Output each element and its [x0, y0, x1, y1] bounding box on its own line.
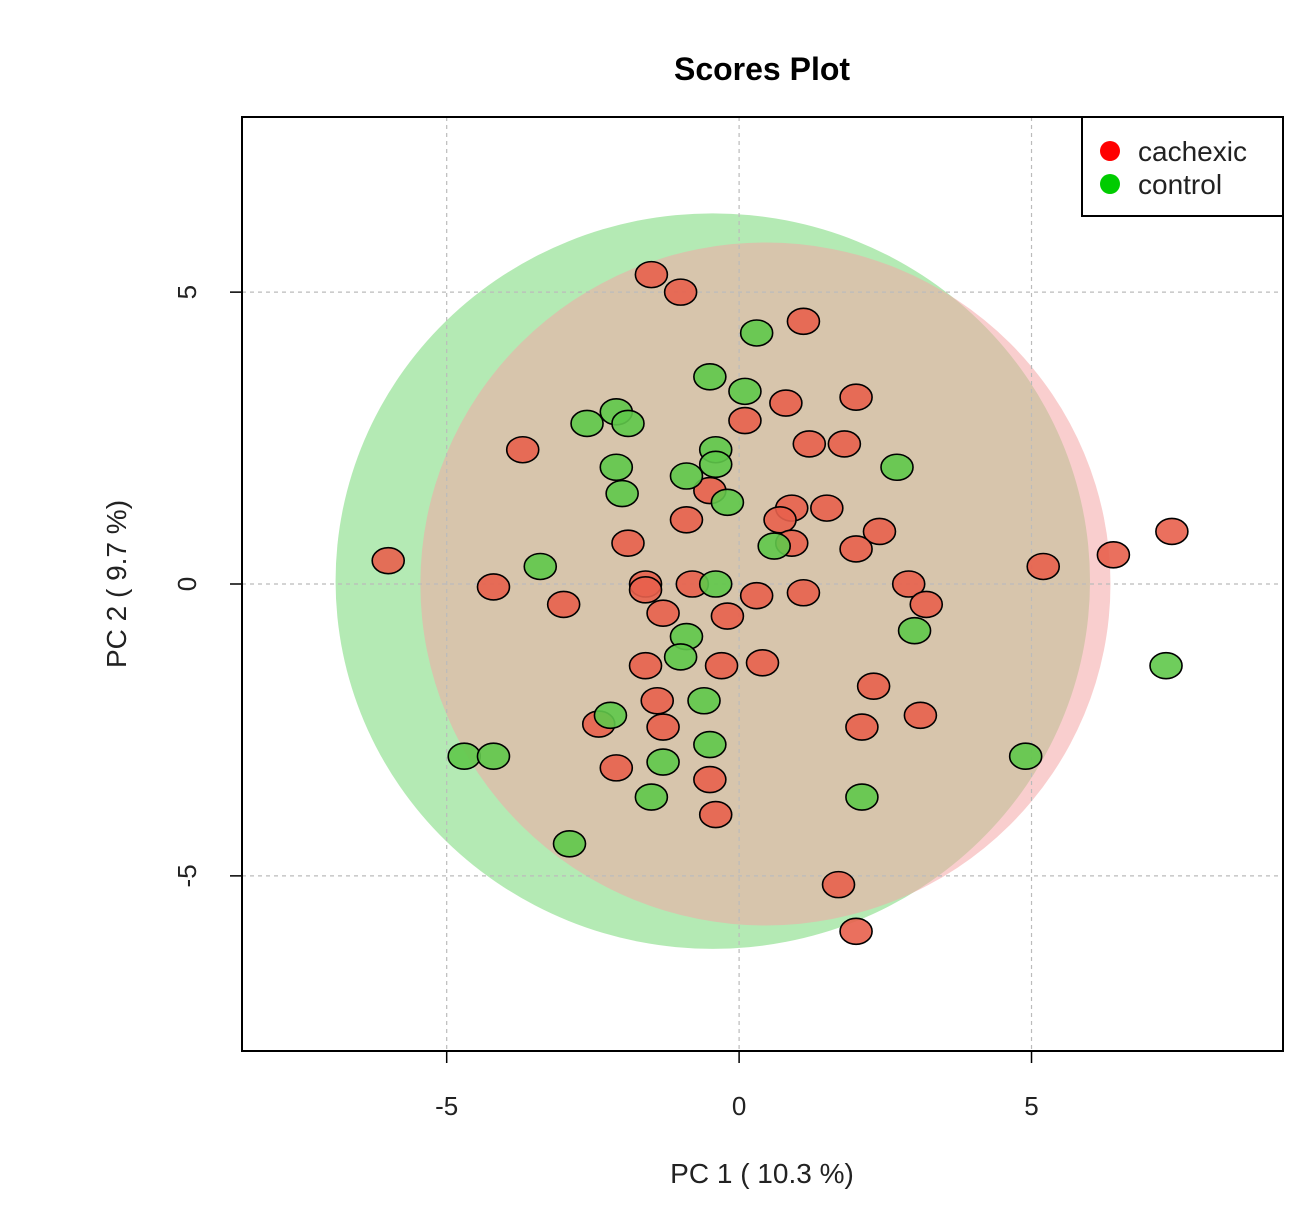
y-axis-label: PC 2 ( 9.7 %) [101, 500, 132, 668]
point-control [728, 377, 762, 406]
point-cachexic [862, 517, 897, 546]
point-cachexic [763, 505, 797, 534]
point-cachexic [640, 686, 675, 715]
point-cachexic [505, 435, 540, 464]
point-cachexic [810, 494, 844, 522]
point-control [693, 362, 727, 391]
point-control [570, 409, 604, 438]
point-control [634, 783, 669, 811]
point-cachexic [839, 383, 873, 412]
y-tick-label: -5 [172, 864, 202, 887]
point-cachexic [599, 754, 634, 782]
point-control [611, 409, 645, 438]
point-cachexic [1026, 552, 1061, 581]
point-cachexic [646, 599, 680, 627]
point-control [669, 462, 704, 490]
point-cachexic [827, 430, 862, 458]
point-control [897, 616, 932, 645]
point-cachexic [728, 406, 762, 435]
point-control [599, 453, 634, 482]
point-cachexic [792, 430, 827, 458]
y-tick-label: 5 [172, 285, 202, 299]
point-cachexic [628, 651, 663, 680]
point-cachexic [704, 651, 739, 680]
point-cachexic [769, 389, 803, 417]
point-control [845, 783, 879, 811]
point-cachexic [476, 573, 511, 601]
point-control [646, 748, 680, 776]
point-cachexic [710, 602, 745, 630]
legend: cachexic control [1081, 116, 1284, 217]
point-control [523, 552, 558, 581]
point-cachexic [698, 800, 733, 829]
grid-lines [242, 117, 1283, 1051]
point-control [605, 479, 639, 508]
legend-label-cachexic: cachexic [1138, 136, 1247, 167]
axis-ticks: -5 0 5 -5 0 5 [172, 285, 1039, 1121]
point-cachexic [1155, 517, 1189, 546]
point-control [687, 686, 721, 715]
point-control [693, 730, 727, 759]
point-cachexic [845, 713, 879, 741]
point-cachexic [909, 590, 944, 619]
data-points [371, 260, 1189, 946]
point-control [552, 829, 587, 858]
y-tick-label: 0 [172, 577, 202, 591]
point-cachexic [745, 649, 780, 677]
point-cachexic [1096, 541, 1131, 569]
point-control [757, 532, 791, 560]
point-control [1149, 651, 1183, 680]
x-tick-label: 0 [732, 1091, 746, 1121]
x-tick-label: 5 [1024, 1091, 1038, 1121]
point-control [739, 319, 774, 347]
point-control [880, 453, 914, 482]
point-cachexic [611, 529, 645, 557]
point-cachexic [839, 535, 873, 563]
point-cachexic [663, 278, 698, 306]
point-control [593, 701, 628, 730]
point-cachexic [786, 578, 821, 607]
point-cachexic [634, 260, 669, 289]
legend-marker-control [1100, 174, 1120, 194]
point-cachexic [839, 917, 873, 946]
point-control [710, 488, 745, 517]
point-control [698, 570, 733, 598]
point-cachexic [628, 576, 663, 604]
x-tick-label: -5 [435, 1091, 458, 1121]
chart-title: Scores Plot [674, 51, 850, 87]
point-control [698, 450, 733, 479]
point-cachexic [891, 570, 926, 598]
point-control [447, 742, 482, 771]
point-cachexic [903, 701, 938, 730]
legend-marker-cachexic [1100, 141, 1120, 161]
point-cachexic [786, 307, 821, 336]
point-cachexic [693, 765, 727, 794]
point-control [1008, 742, 1043, 771]
point-cachexic [646, 713, 680, 741]
x-axis-label: PC 1 ( 10.3 %) [670, 1158, 854, 1189]
point-cachexic [546, 590, 581, 619]
point-control [663, 643, 698, 671]
point-cachexic [856, 672, 891, 700]
point-cachexic [371, 546, 406, 575]
point-control [476, 742, 511, 771]
legend-box [1081, 116, 1284, 217]
point-cachexic [669, 505, 704, 534]
point-cachexic [821, 870, 856, 899]
legend-label-control: control [1138, 169, 1222, 200]
point-cachexic [739, 581, 774, 610]
plot-area [241, 116, 1284, 1052]
